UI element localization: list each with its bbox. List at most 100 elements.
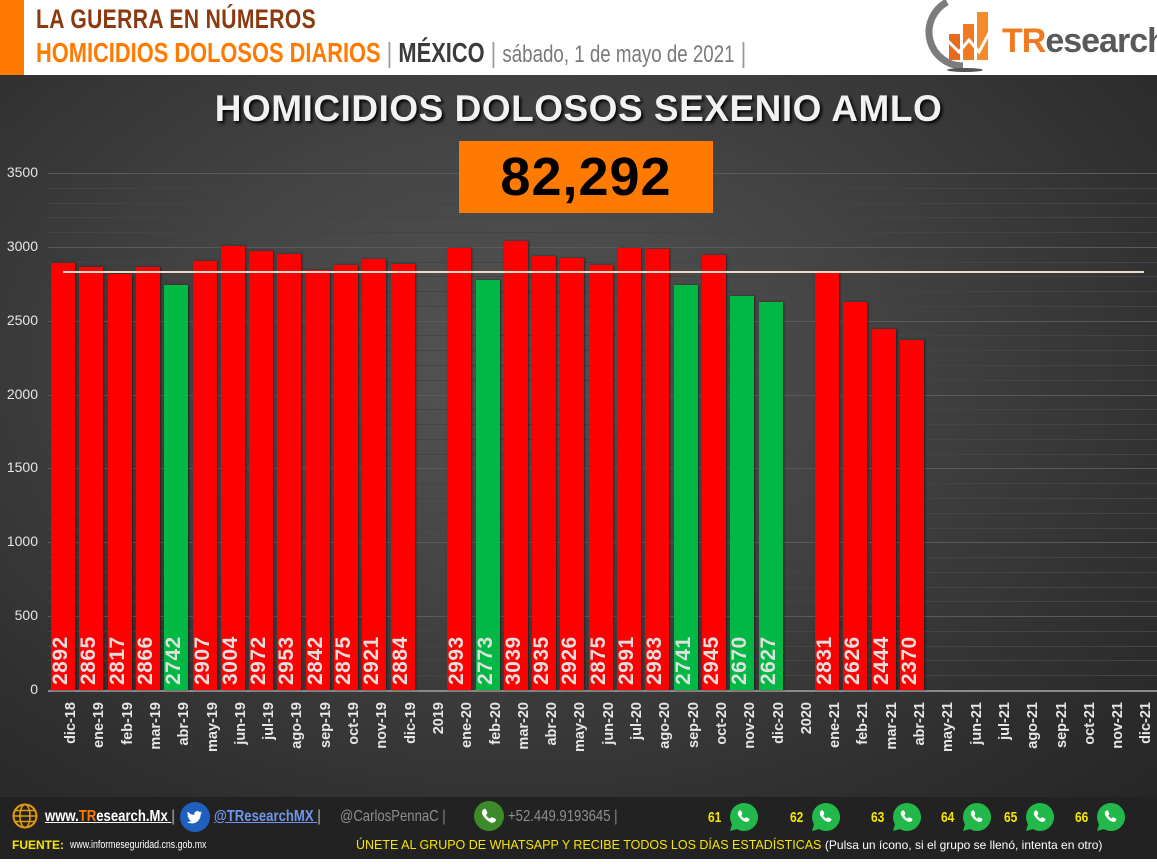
- x-tick-label: dic-18: [47, 702, 79, 782]
- accent-stripe: [0, 0, 24, 75]
- bar-jul-20: 2991: [615, 248, 641, 690]
- y-tick-label: 3500: [6, 164, 38, 180]
- bar-value: 3004: [218, 636, 242, 685]
- globe-icon: [12, 803, 38, 829]
- bar-abr-21: 2370: [898, 339, 924, 690]
- bar-mar-19: 2866: [133, 266, 160, 690]
- separator: |: [614, 808, 618, 825]
- bar-oct-19: 2875: [332, 265, 358, 690]
- website-tr: TR: [78, 808, 97, 825]
- bar-value-label: 2907: [191, 605, 217, 685]
- bar-jun-20: 2875: [587, 265, 613, 690]
- whatsapp-icon[interactable]: [728, 801, 760, 833]
- bar-may-19: 2907: [191, 260, 217, 690]
- bar-value: 2953: [275, 636, 299, 685]
- bar-jun-19: 3004: [218, 246, 245, 690]
- bar-value-label: 2370: [898, 605, 924, 685]
- x-tick-label: feb-21: [839, 702, 871, 782]
- x-tick-label: sep-21: [1038, 702, 1070, 782]
- separator: |: [740, 37, 747, 68]
- bar-value: 2741: [671, 636, 695, 685]
- bar-feb-20: 2773: [473, 280, 500, 690]
- x-tick-label: oct-19: [330, 702, 362, 782]
- phone-icon[interactable]: [474, 801, 504, 831]
- bar-oct-20: 2945: [700, 254, 726, 690]
- header-title: LA GUERRA EN NÚMEROS: [36, 4, 317, 34]
- bar-value: 2991: [615, 636, 638, 685]
- phone-text: +52.449.9193645: [508, 808, 611, 825]
- bar-value: 2627: [756, 636, 780, 685]
- separator: |: [490, 37, 497, 68]
- bar-value-label: 2817: [106, 605, 132, 685]
- bar-value-label: 3004: [218, 605, 245, 685]
- x-tick-label: dic-19: [387, 702, 419, 782]
- bar-value: 2842: [303, 636, 327, 685]
- group-number: 66: [1075, 809, 1089, 826]
- x-tick-text: dic-21: [1138, 702, 1155, 744]
- whatsapp-icon[interactable]: [1024, 801, 1056, 833]
- x-tick-label: nov-20: [726, 702, 758, 782]
- gridline: [48, 217, 1157, 219]
- x-tick-label: ago-20: [641, 702, 673, 782]
- bar-value: 2935: [530, 636, 554, 685]
- group-number: 61: [708, 809, 722, 826]
- logo-rest: esearch: [1045, 22, 1157, 60]
- x-tick-label: mar-20: [500, 702, 532, 782]
- subtitle-topic: HOMICIDIOS DOLOSOS DIARIOS: [36, 37, 381, 68]
- bar-value: 2866: [133, 636, 157, 685]
- bar-feb-19: 2817: [106, 273, 132, 690]
- whatsapp-icon[interactable]: [1095, 801, 1127, 833]
- x-tick-label: jul-21: [981, 702, 1013, 782]
- bar-value-label: 2935: [530, 605, 556, 685]
- x-tick-label: mar-21: [868, 702, 900, 782]
- x-tick-label: may-20: [556, 702, 588, 782]
- x-axis-line: [48, 690, 1157, 692]
- cta-note: (Pulsa un ícono, si el grupo se llenó, i…: [824, 838, 1103, 852]
- bar-nov-19: 2921: [360, 258, 387, 690]
- x-tick-label: 2020: [783, 702, 815, 782]
- whatsapp-icon[interactable]: [810, 801, 842, 833]
- logo-tr: TR: [1002, 22, 1046, 60]
- separator: |: [442, 808, 446, 825]
- bar-value: 2875: [332, 636, 355, 685]
- footer: www.TResearch.Mx | @TResearchMX | @Carlo…: [0, 797, 1157, 859]
- twitter-icon[interactable]: [180, 802, 210, 832]
- whatsapp-icon[interactable]: [891, 801, 923, 833]
- bar-value-label: 2884: [389, 605, 415, 685]
- bar-value-label: 2627: [756, 605, 783, 685]
- bar-value: 2865: [77, 636, 101, 685]
- bar-value: 2773: [473, 636, 497, 685]
- bar-value-label: 2865: [77, 605, 103, 685]
- logo-wordmark: TResearch: [1002, 22, 1157, 61]
- bar-feb-21: 2626: [841, 302, 868, 690]
- gridline: [48, 246, 1157, 248]
- x-tick-label: feb-19: [104, 702, 136, 782]
- bar-sep-20: 2741: [671, 285, 698, 690]
- y-tick-label: 3000: [6, 237, 38, 254]
- source-link[interactable]: www.informeseguridad.cns.gob.mx: [70, 839, 207, 851]
- bar-value-label: 2875: [587, 605, 613, 685]
- x-tick-label: abr-19: [160, 702, 192, 782]
- x-tick-label: may-21: [924, 702, 956, 782]
- bar-value-label: 2991: [615, 605, 641, 685]
- x-tick-label: ago-19: [273, 702, 305, 782]
- bar-ene-19: 2865: [77, 266, 104, 690]
- bar-ene-20: 2993: [445, 247, 472, 690]
- x-tick-label: oct-21: [1066, 702, 1098, 782]
- tresearch-logo-icon: [925, 0, 999, 72]
- bar-value-label: 2953: [275, 605, 301, 685]
- bar-value: 2972: [247, 636, 271, 685]
- average-line: [63, 270, 1144, 273]
- bar-value: 2993: [445, 636, 469, 685]
- bar-value-label: 3039: [502, 605, 528, 685]
- y-tick-label: 0: [30, 681, 38, 697]
- bar-value-label: 2926: [558, 605, 584, 685]
- website-link[interactable]: www.TResearch.Mx |: [45, 808, 175, 826]
- whatsapp-icon[interactable]: [961, 801, 993, 833]
- twitter-link[interactable]: @TResearchMX |: [214, 808, 321, 826]
- x-tick-label: jun-21: [953, 702, 985, 782]
- bar-mar-21: 2444: [870, 328, 896, 690]
- x-tick-label: dic-21: [1122, 702, 1154, 782]
- separator: |: [317, 808, 321, 825]
- bar-value-label: 2831: [813, 605, 839, 685]
